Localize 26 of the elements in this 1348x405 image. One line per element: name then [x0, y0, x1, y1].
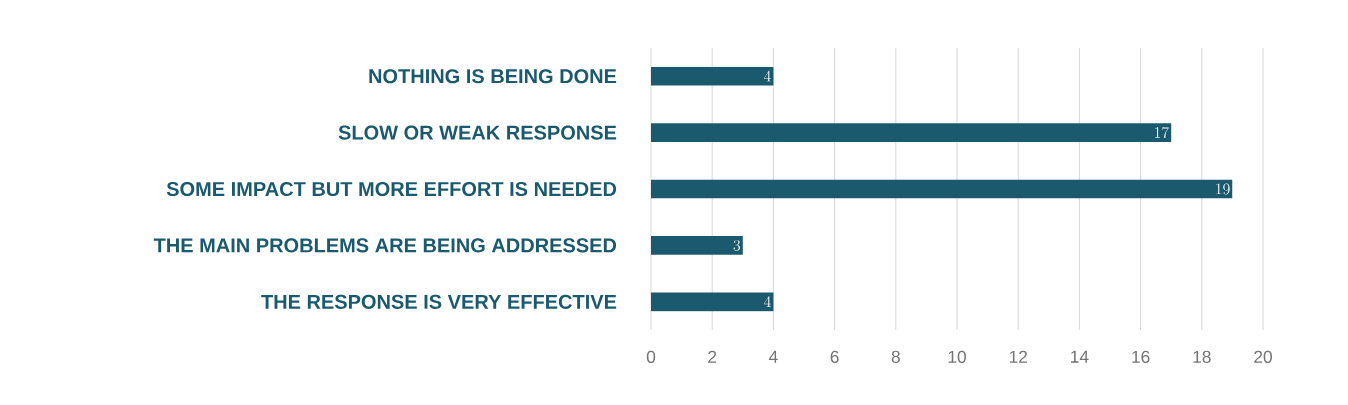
x-tick-label: 12 — [1009, 350, 1027, 363]
x-tick-label: 18 — [1193, 350, 1211, 363]
y-tick-label: THE RESPONSE IS VERY EFFECTIVE — [261, 294, 617, 309]
x-tick-label: 16 — [1132, 350, 1150, 363]
data-label: 3 — [733, 239, 741, 251]
data-label: 19 — [1216, 183, 1230, 195]
data-label: 4 — [763, 296, 771, 307]
x-tick-label: 10 — [948, 350, 966, 363]
bar — [651, 292, 774, 312]
x-tick-label: 0 — [646, 350, 656, 363]
data-label: 17 — [1154, 126, 1169, 139]
y-tick-label: SLOW OR WEAK RESPONSE — [338, 125, 617, 140]
bar — [651, 236, 743, 255]
x-tick-label: 6 — [830, 350, 839, 363]
bar — [651, 179, 1233, 199]
data-label: 4 — [763, 70, 771, 82]
x-tick-label: 4 — [768, 350, 778, 363]
y-tick-label: SOME IMPACT BUT MORE EFFORT IS NEEDED — [166, 181, 617, 197]
x-tick-label: 8 — [891, 350, 900, 363]
x-tick-label: 20 — [1254, 350, 1272, 363]
x-tick-label: 2 — [708, 350, 717, 363]
bar — [651, 66, 774, 86]
y-tick-label: THE MAIN PROBLEMS ARE BEING ADDRESSED — [153, 238, 617, 253]
x-tick-label: 14 — [1071, 350, 1089, 363]
y-tick-label: NOTHING IS BEING DONE — [369, 69, 617, 84]
bar — [651, 123, 1172, 142]
